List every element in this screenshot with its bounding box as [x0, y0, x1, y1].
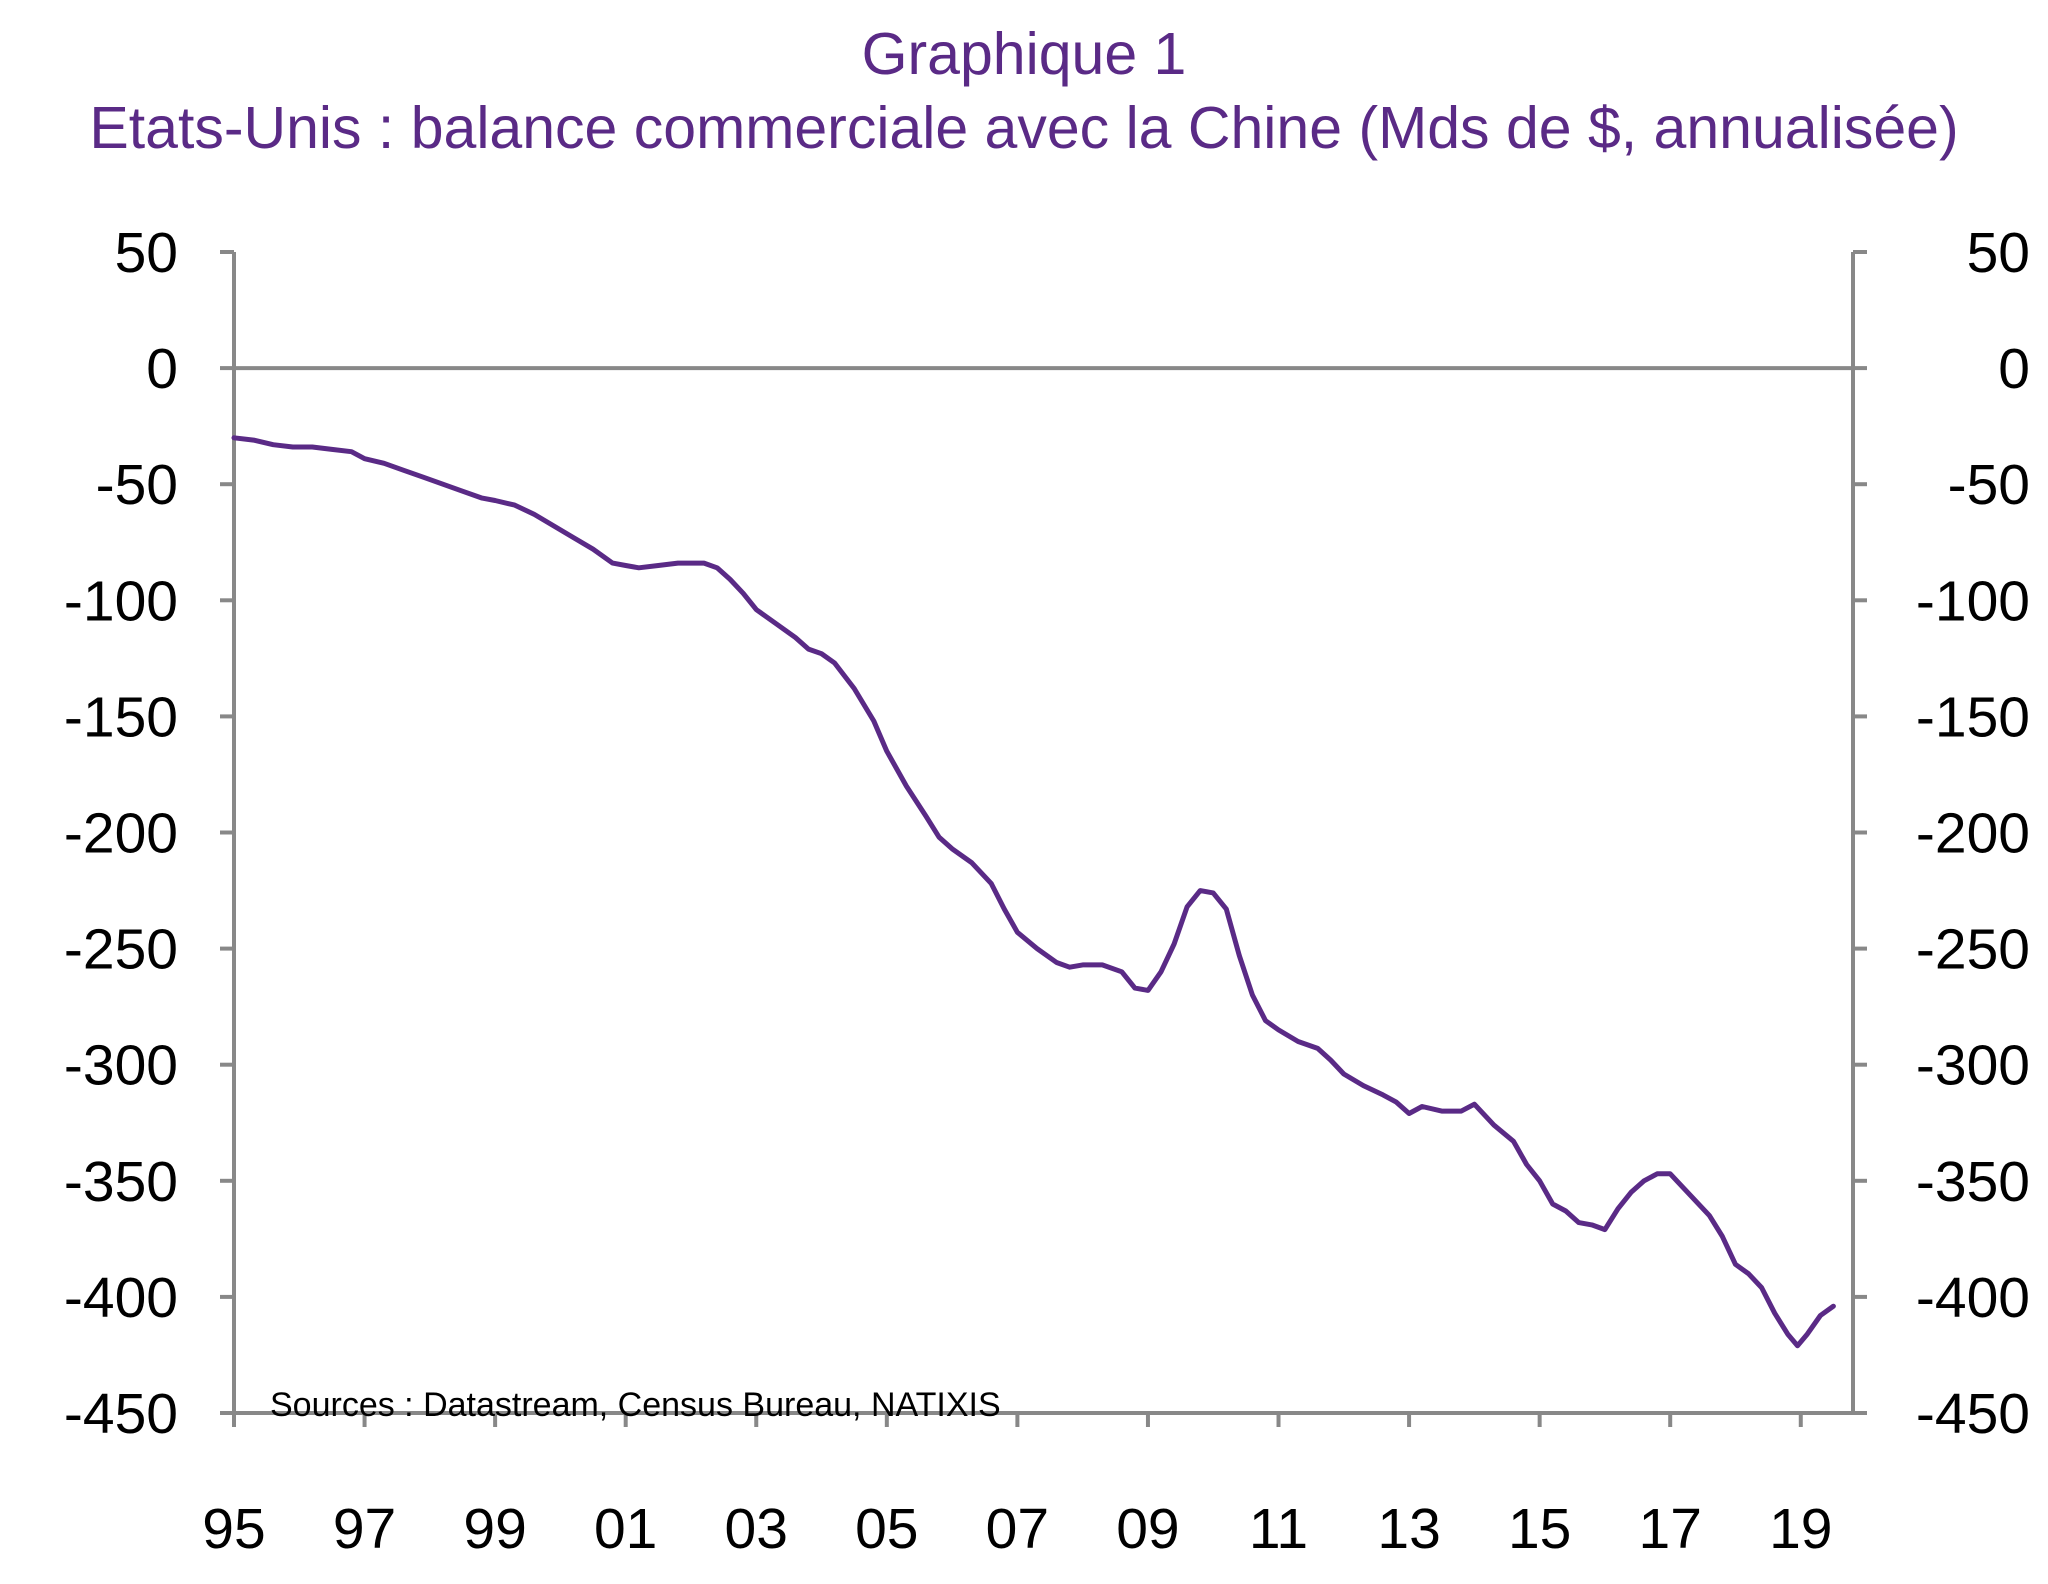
x-tick-label: 97 — [333, 1497, 396, 1561]
left-y-tick-label: -150 — [64, 685, 178, 749]
source-note: Sources : Datastream, Census Bureau, NAT… — [270, 1386, 1001, 1424]
right-y-tick-label: -50 — [1948, 453, 2030, 517]
right-y-tick-label: 0 — [1998, 337, 2030, 401]
right-y-tick-label: -350 — [1916, 1150, 2030, 1214]
left-y-tick-label: -300 — [64, 1034, 178, 1098]
right-y-tick-label: -300 — [1916, 1034, 2030, 1098]
left-y-tick-label: -50 — [96, 453, 178, 517]
x-tick-label: 11 — [1249, 1497, 1308, 1561]
right-y-tick-label: -400 — [1916, 1266, 2030, 1330]
chart-axes — [220, 250, 1867, 1427]
x-tick-label: 15 — [1508, 1497, 1571, 1561]
x-tick-label: 13 — [1377, 1497, 1440, 1561]
series-line-trade-balance — [231, 435, 1836, 1349]
left-y-tick-label: -350 — [64, 1150, 178, 1214]
right-y-tick-label: -450 — [1916, 1382, 2030, 1446]
x-tick-label: 09 — [1116, 1497, 1179, 1561]
x-tick-label: 05 — [855, 1497, 918, 1561]
left-y-tick-label: -450 — [64, 1382, 178, 1446]
left-y-tick-label: -200 — [64, 802, 178, 866]
chart-tick-labels: 50 50 0 0 -50 -50 -100 -100 -150 -150 -200 -200 -250… — [64, 221, 2030, 1561]
right-y-tick-label: -100 — [1916, 569, 2030, 633]
chart-subtitle: Etats-Unis : balance commerciale avec la… — [89, 95, 1959, 161]
x-tick-label: 17 — [1639, 1497, 1702, 1561]
left-y-tick-label: -100 — [64, 569, 178, 633]
x-tick-label: 99 — [463, 1497, 526, 1561]
x-tick-label: 03 — [725, 1497, 788, 1561]
left-y-tick-label: -400 — [64, 1266, 178, 1330]
x-tick-label: 95 — [202, 1497, 265, 1561]
x-tick-label: 01 — [594, 1497, 657, 1561]
right-y-tick-label: -200 — [1916, 802, 2030, 866]
x-tick-label: 19 — [1769, 1497, 1832, 1561]
right-y-tick-label: 50 — [1967, 221, 2030, 285]
left-y-tick-label: 0 — [146, 337, 178, 401]
right-y-tick-label: -250 — [1916, 918, 2030, 982]
right-y-tick-label: -150 — [1916, 685, 2030, 749]
x-tick-label: 07 — [986, 1497, 1049, 1561]
chart-plot-area — [231, 435, 1836, 1349]
left-y-tick-label: 50 — [115, 221, 178, 285]
left-y-tick-label: -250 — [64, 918, 178, 982]
chart-title: Graphique 1 — [861, 21, 1187, 87]
